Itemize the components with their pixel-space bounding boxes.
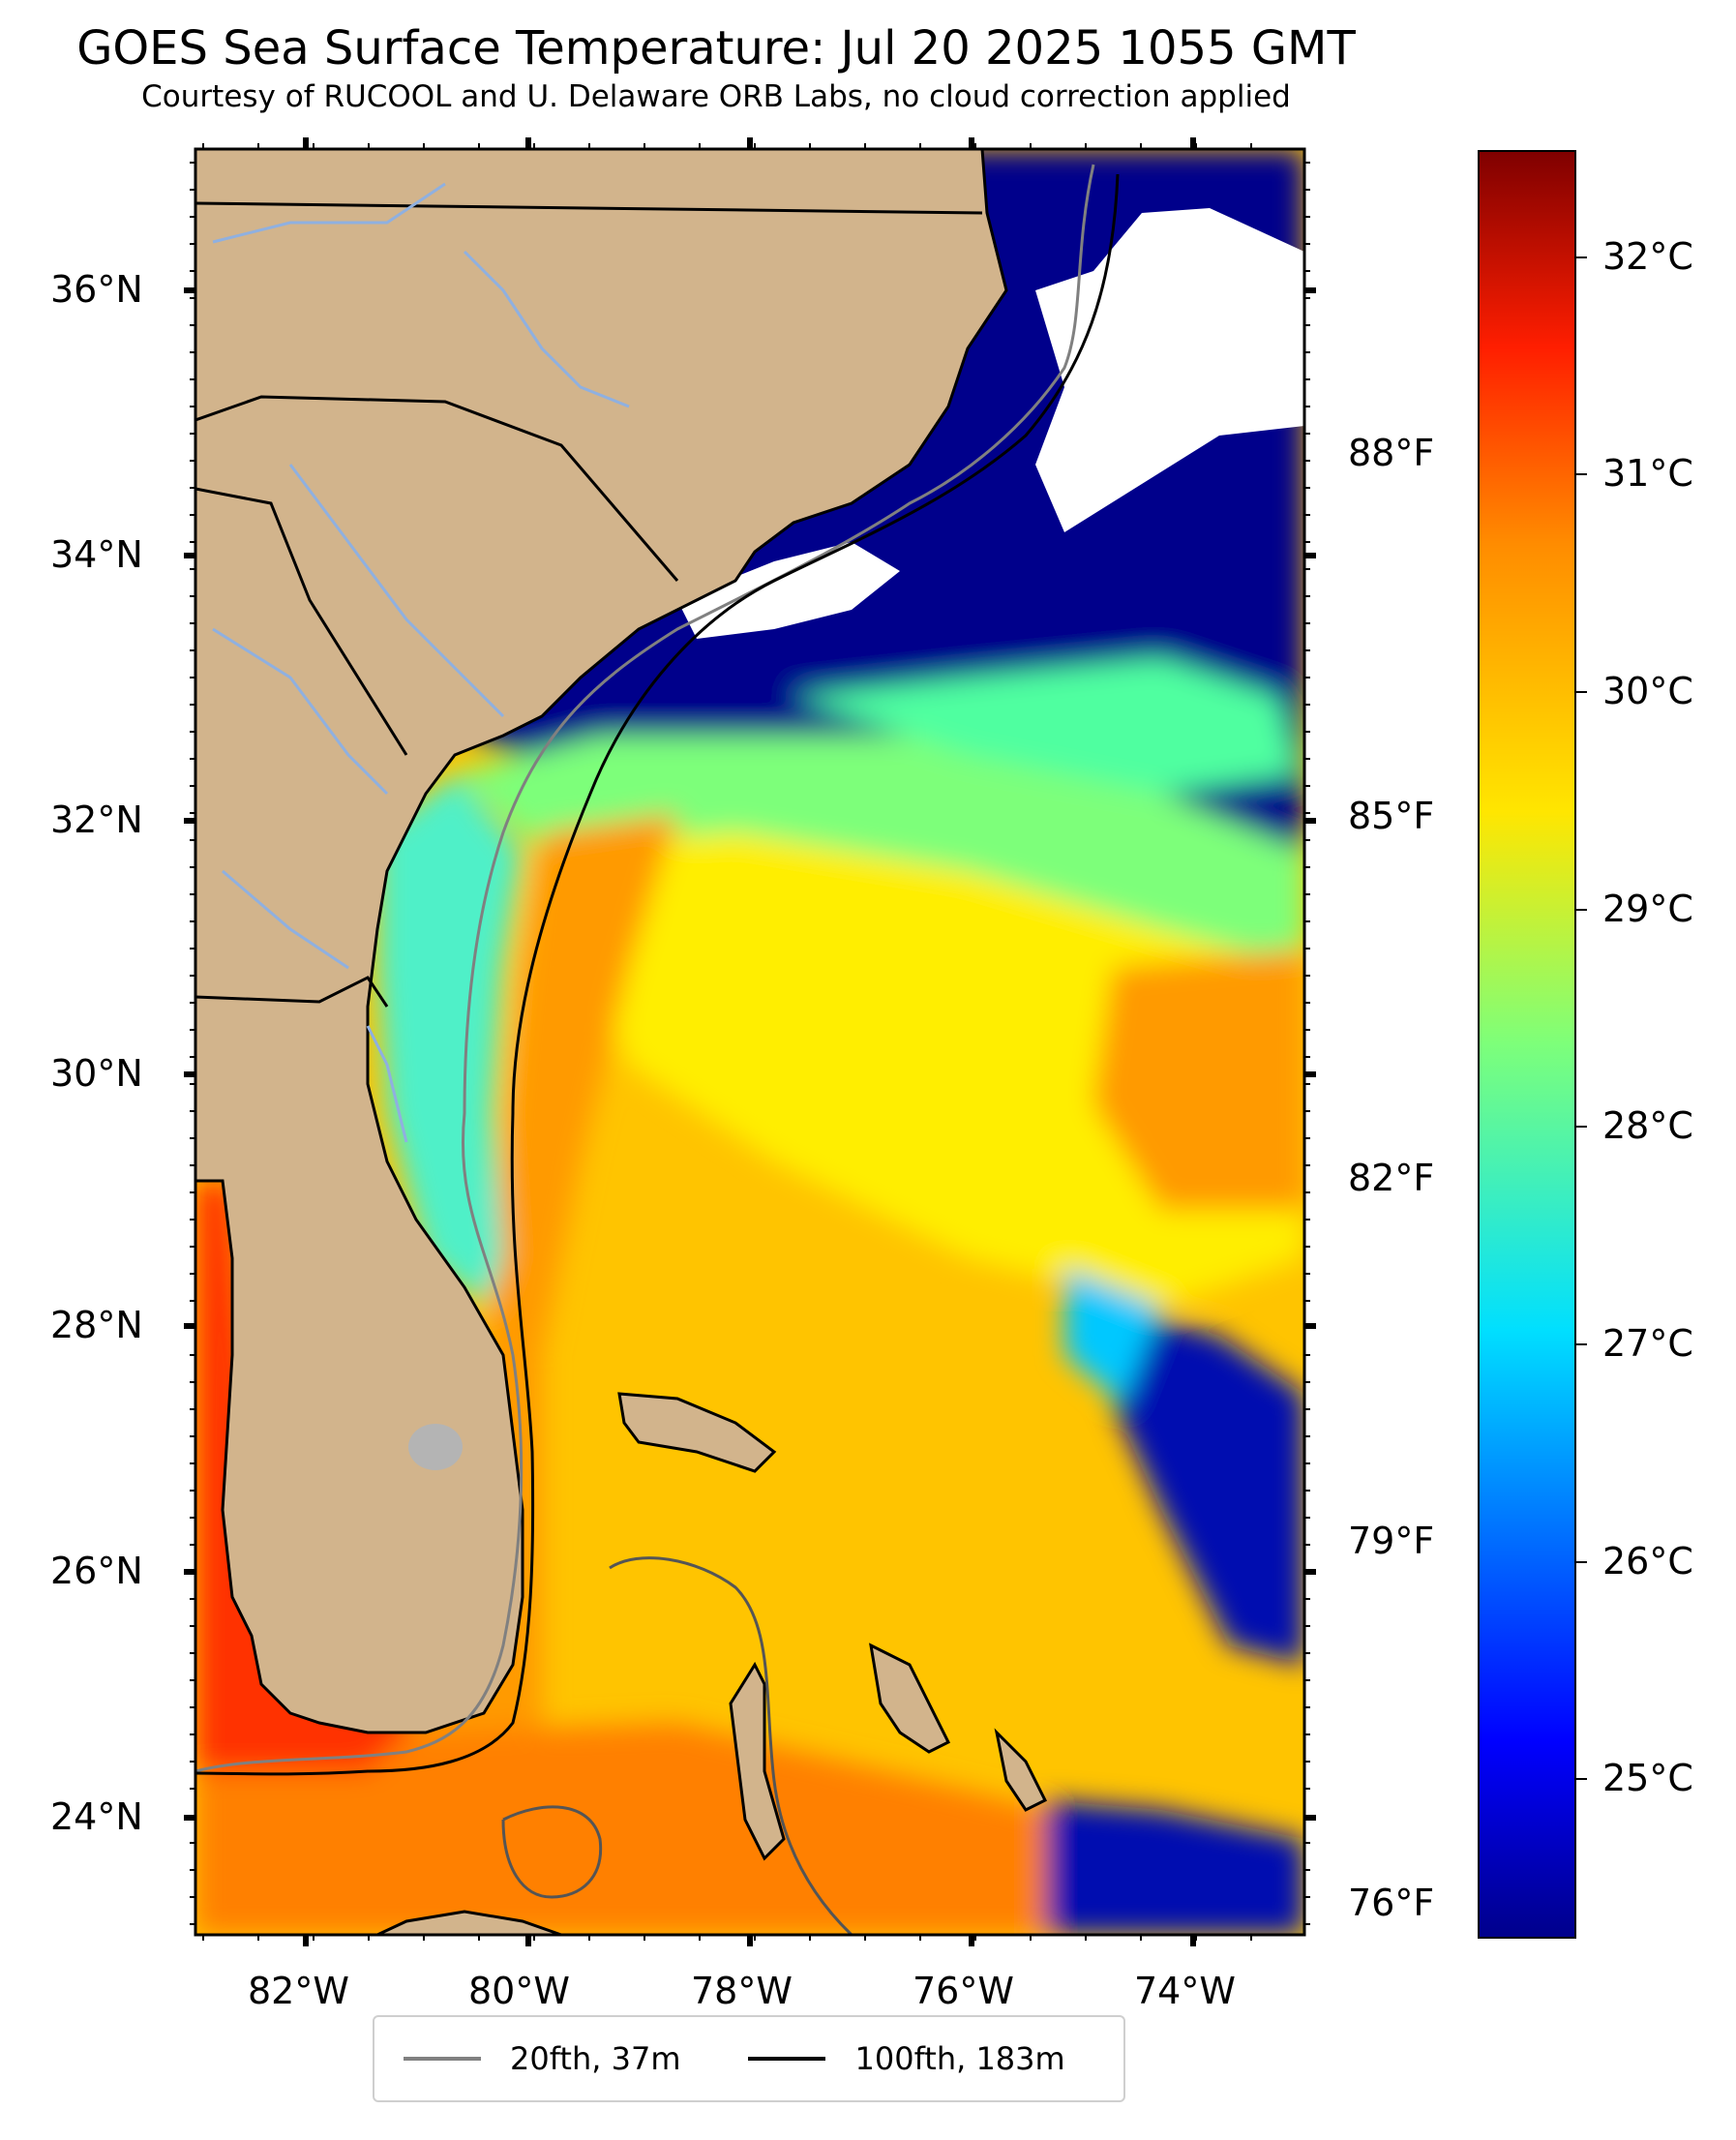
lon-tick-label: 78°W <box>691 1970 793 2012</box>
celsius-tick-label: 29°C <box>1602 888 1693 930</box>
bahamas-island <box>869 1643 951 1754</box>
celsius-tick-label: 25°C <box>1602 1757 1693 1799</box>
contour-legend: 20fth, 37m 100fth, 183m <box>373 2015 1125 2102</box>
lon-tick-label: 82°W <box>248 1970 349 2012</box>
legend-item-100fth: 100fth, 183m <box>748 2040 1065 2077</box>
celsius-tick-label: 31°C <box>1602 452 1693 495</box>
lat-tick-label: 24°N <box>50 1795 143 1838</box>
legend-item-20fth: 20fth, 37m <box>404 2040 680 2077</box>
lat-tick-label: 32°N <box>50 799 143 841</box>
map-title: GOES Sea Surface Temperature: Jul 20 202… <box>76 21 1356 75</box>
map-panel <box>195 149 1304 1935</box>
celsius-tick-label: 26°C <box>1602 1540 1693 1582</box>
fahrenheit-tick-label: 88°F <box>1348 432 1434 474</box>
colorbar-ticks <box>1575 256 1587 1780</box>
contour-100fth <box>609 1556 853 1935</box>
axis-minor-ticks <box>190 143 1310 1941</box>
lat-tick-label: 30°N <box>50 1052 143 1095</box>
celsius-tick-label: 28°C <box>1602 1104 1693 1147</box>
legend-swatch-20fth <box>404 2057 481 2061</box>
bahamas-island <box>617 1392 777 1473</box>
cuba-land <box>376 1910 562 1935</box>
contour-100fth <box>195 173 1120 1776</box>
celsius-tick-label: 32°C <box>1602 235 1693 278</box>
mainland-land <box>195 149 1008 1734</box>
legend-label: 100fth, 183m <box>854 2040 1065 2077</box>
lon-tick-label: 80°W <box>468 1970 570 2012</box>
legend-swatch-100fth <box>748 2057 826 2061</box>
legend-label: 20fth, 37m <box>510 2040 681 2077</box>
celsius-tick-label: 27°C <box>1602 1322 1693 1365</box>
fahrenheit-tick-label: 82°F <box>1348 1157 1434 1199</box>
fahrenheit-tick-label: 76°F <box>1348 1882 1434 1924</box>
lat-tick-label: 26°N <box>50 1550 143 1592</box>
contour-20fth <box>501 1805 603 1899</box>
fahrenheit-tick-label: 85°F <box>1348 795 1434 837</box>
bahamas-island <box>994 1728 1048 1812</box>
celsius-tick-label: 30°C <box>1602 670 1693 712</box>
map-subtitle: Courtesy of RUCOOL and U. Delaware ORB L… <box>141 79 1291 114</box>
lon-tick-label: 76°W <box>913 1970 1014 2012</box>
lat-tick-label: 34°N <box>50 533 143 576</box>
bahamas-island <box>729 1661 786 1861</box>
fahrenheit-tick-label: 79°F <box>1348 1520 1434 1562</box>
contour-20fth <box>195 164 1095 1773</box>
lon-tick-label: 74°W <box>1134 1970 1236 2012</box>
lat-tick-label: 36°N <box>50 268 143 311</box>
lat-tick-label: 28°N <box>50 1304 143 1346</box>
lake-okeechobee <box>408 1424 463 1470</box>
axis-ticks <box>184 137 1316 1946</box>
colorbar <box>1478 150 1576 1939</box>
